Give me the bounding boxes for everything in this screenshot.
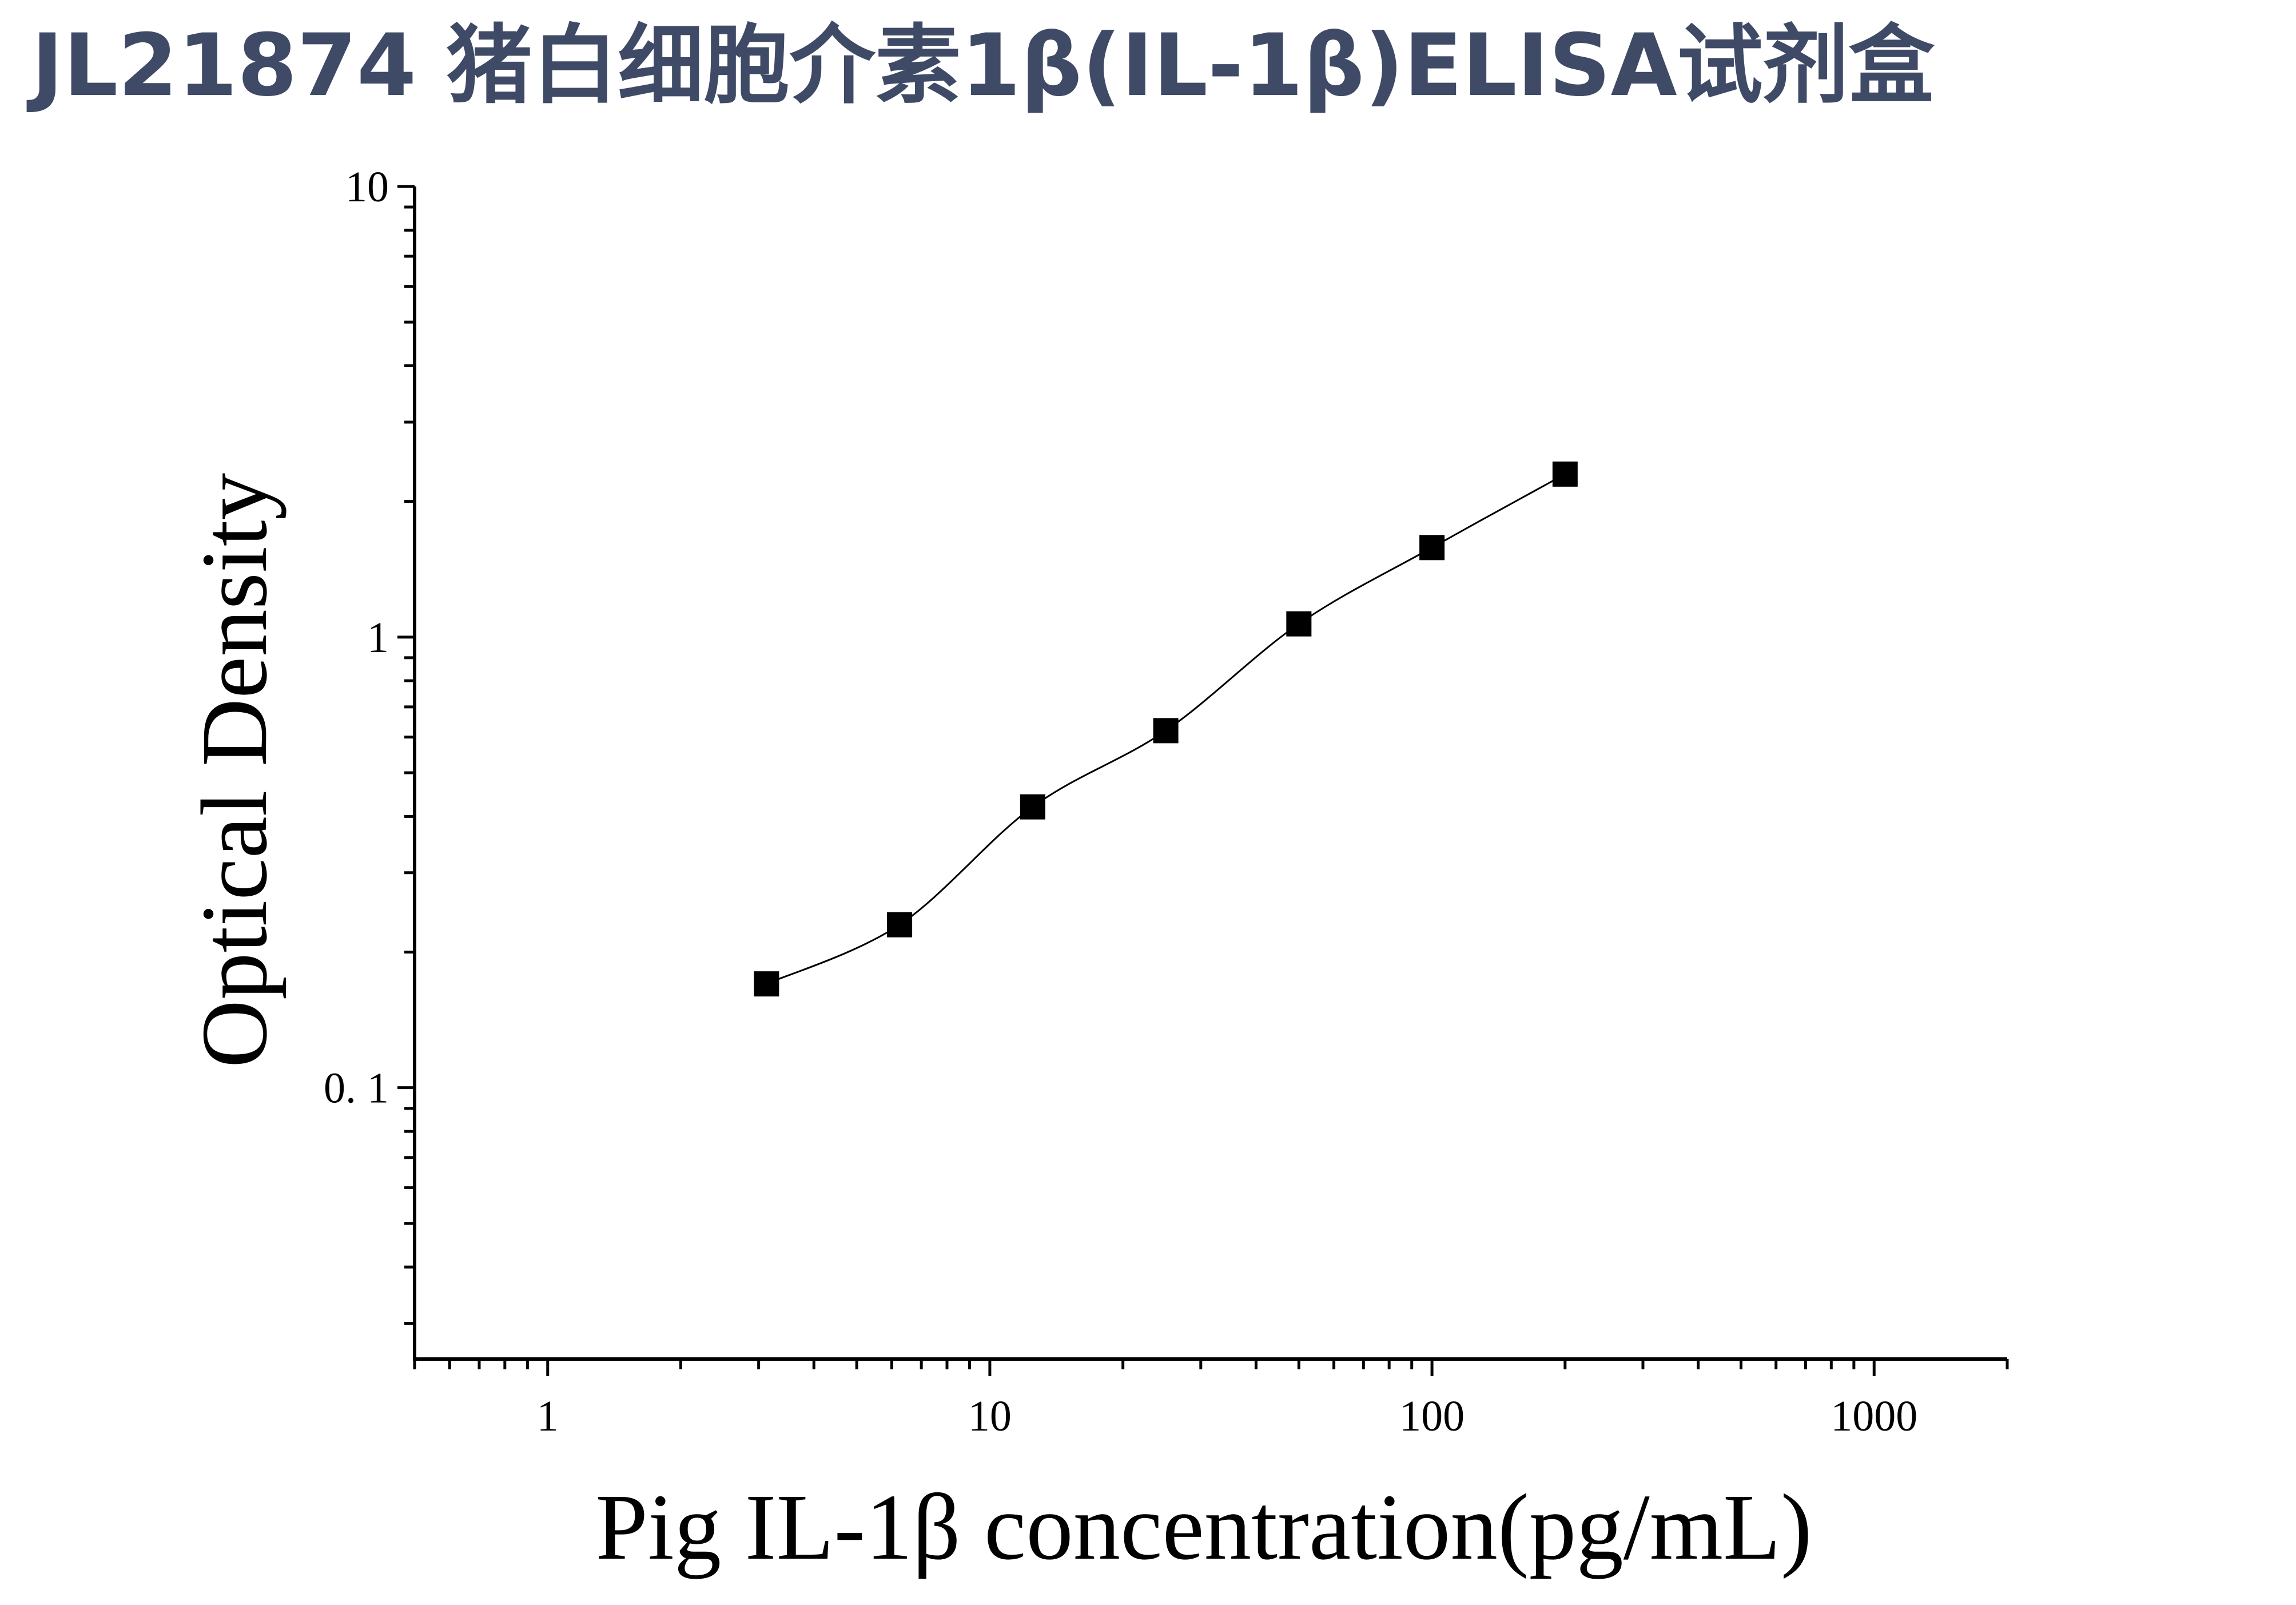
data-point xyxy=(1153,718,1179,744)
data-point xyxy=(1552,461,1578,487)
x-tick-label: 100 xyxy=(1399,1392,1465,1440)
y-axis-ticks: 0. 1 1 10 xyxy=(324,163,415,1325)
y-tick-label: 0. 1 xyxy=(324,1064,389,1113)
x-axis-ticks: 1 10 100 1000 xyxy=(413,1359,2009,1440)
x-tick-label: 1000 xyxy=(1831,1392,1917,1440)
x-axis-label: Pig IL-1β concentration(pg/mL) xyxy=(595,1475,1812,1579)
data-point xyxy=(754,971,779,997)
data-point xyxy=(1020,794,1045,820)
y-axis-label: Optical Density xyxy=(182,473,286,1068)
axes xyxy=(413,186,2007,1361)
x-tick-label: 1 xyxy=(537,1392,559,1440)
data-point xyxy=(1419,535,1445,561)
x-tick-label: 10 xyxy=(968,1392,1012,1440)
y-tick-label: 10 xyxy=(345,163,389,211)
data-points xyxy=(754,461,1578,997)
data-point xyxy=(1286,611,1312,637)
y-tick-label: 1 xyxy=(367,614,389,662)
page-title: JL21874 猪白细胞介素1β(IL-1β)ELISA试剂盒 xyxy=(31,16,1935,116)
data-point xyxy=(887,912,913,937)
